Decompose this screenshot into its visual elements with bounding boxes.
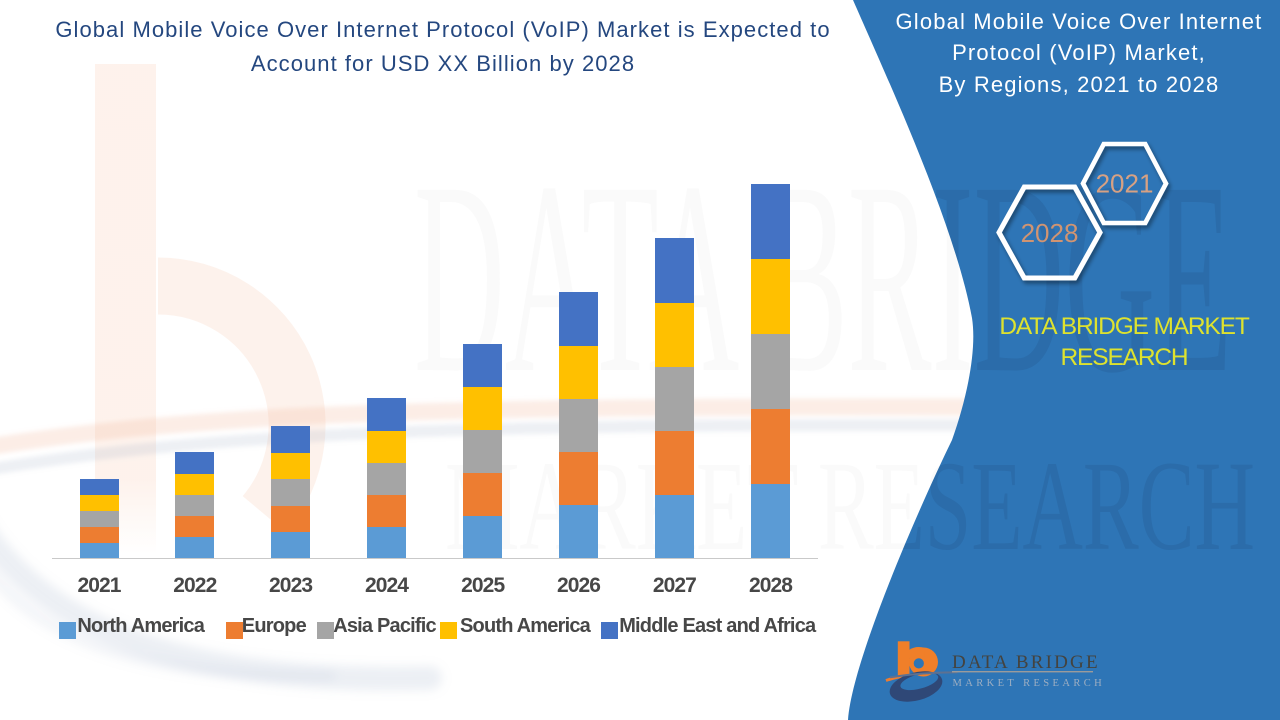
svg-text:MARKET RESEARCH: MARKET RESEARCH [953,678,1106,689]
svg-text:DATA BRIDGE: DATA BRIDGE [952,652,1100,673]
svg-text:2028: 2028 [1021,218,1079,248]
svg-text:2021: 2021 [1096,169,1154,199]
